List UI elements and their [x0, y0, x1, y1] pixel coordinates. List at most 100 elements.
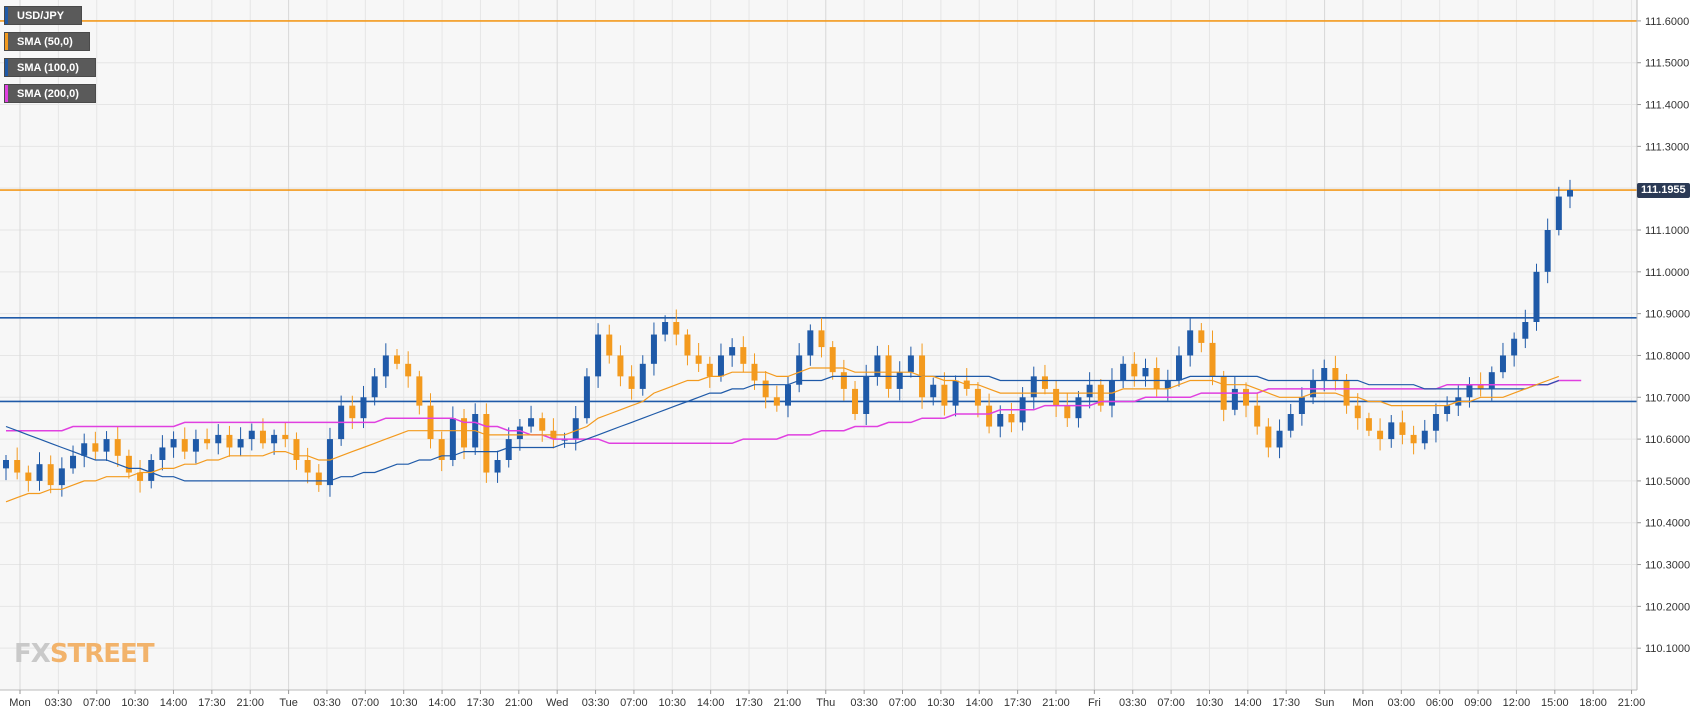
- bull-candle: [785, 384, 791, 406]
- fxstreet-logo: FXSTREET: [14, 639, 155, 669]
- bear-candle: [762, 380, 769, 398]
- bull-candle: [874, 355, 881, 377]
- bull-candle: [1231, 388, 1238, 410]
- bear-candle: [349, 405, 356, 419]
- x-tick-label: 09:00: [1464, 697, 1492, 709]
- bull-candle: [1142, 368, 1149, 377]
- bull-candle: [382, 355, 389, 377]
- bull-candle: [796, 355, 803, 385]
- bear-candle: [829, 347, 836, 373]
- legend-sma-200[interactable]: SMA (200,0): [4, 84, 96, 103]
- bull-candle: [449, 418, 456, 460]
- bear-candle: [427, 405, 434, 440]
- bear-candle: [181, 439, 188, 452]
- y-tick-label: 111.6000: [1645, 16, 1689, 28]
- bear-candle: [405, 363, 412, 377]
- bear-candle: [740, 347, 747, 364]
- bear-candle: [1410, 434, 1417, 444]
- bear-candle: [204, 439, 211, 444]
- bull-candle: [1567, 190, 1573, 197]
- bear-candle: [628, 376, 635, 389]
- bear-candle: [226, 434, 233, 448]
- bear-candle: [695, 355, 702, 364]
- bear-candle: [818, 330, 825, 348]
- bull-candle: [237, 439, 244, 448]
- x-tick-label: 07:00: [352, 697, 380, 709]
- x-tick-label: 07:00: [1157, 697, 1185, 709]
- bear-candle: [1354, 405, 1361, 419]
- x-tick-label: Mon: [9, 697, 30, 709]
- bull-candle: [1030, 376, 1037, 398]
- bull-candle: [1276, 430, 1283, 448]
- bull-candle: [583, 376, 590, 419]
- bull-candle: [997, 414, 1004, 427]
- legend-sma-100[interactable]: SMA (100,0): [4, 58, 96, 77]
- bull-candle: [1444, 405, 1451, 414]
- legend-label: SMA (200,0): [17, 88, 79, 100]
- bull-candle: [1120, 363, 1127, 381]
- bear-candle: [974, 388, 981, 406]
- x-tick-label: 03:30: [45, 697, 73, 709]
- x-tick-label: 06:00: [1426, 697, 1454, 709]
- bear-candle: [125, 455, 132, 473]
- x-tick-label: 03:30: [1119, 697, 1147, 709]
- bear-candle: [1131, 363, 1138, 377]
- x-tick-label: 17:30: [1272, 697, 1300, 709]
- bull-candle: [1499, 355, 1506, 373]
- bull-candle: [70, 455, 77, 469]
- bear-candle: [773, 397, 780, 406]
- y-tick-label: 110.3000: [1645, 560, 1690, 572]
- x-tick-label: 14:00: [697, 697, 725, 709]
- legend-label: SMA (50,0): [17, 36, 73, 48]
- bull-candle: [1522, 322, 1529, 339]
- legend-sma-50[interactable]: SMA (50,0): [4, 32, 90, 51]
- bull-candle: [159, 447, 166, 460]
- y-tick-label: 111.5000: [1645, 58, 1689, 70]
- bear-candle: [941, 384, 948, 406]
- y-tick-label: 110.5000: [1645, 476, 1690, 488]
- y-tick-label: 111.4000: [1645, 100, 1689, 112]
- bear-candle: [315, 472, 322, 486]
- y-tick-label: 111.1000: [1645, 225, 1689, 237]
- bull-candle: [572, 418, 579, 440]
- bear-candle: [1041, 376, 1048, 389]
- x-tick-label: Fri: [1088, 697, 1101, 709]
- horizontal-levels: [0, 20, 1637, 403]
- bull-candle: [717, 355, 724, 377]
- legend-usdjpy[interactable]: USD/JPY: [4, 6, 82, 25]
- legend-swatch-sma-100: [5, 59, 8, 76]
- legend-swatch-sma-50: [5, 33, 8, 50]
- bear-candle: [539, 418, 546, 431]
- bear-candle: [1153, 368, 1160, 389]
- bear-candle: [1254, 405, 1261, 427]
- y-tick-label: 110.8000: [1645, 350, 1690, 362]
- bear-candle: [1343, 380, 1350, 406]
- bull-candle: [58, 468, 65, 486]
- bear-candle: [1477, 384, 1484, 389]
- bear-candle: [986, 405, 993, 427]
- bear-candle: [282, 434, 289, 440]
- x-tick-label: 21:00: [505, 697, 533, 709]
- x-tick-label: 03:30: [850, 697, 878, 709]
- bear-candle: [259, 430, 266, 444]
- x-tick-label: 03:00: [1388, 697, 1416, 709]
- x-tick-label: 15:00: [1541, 697, 1569, 709]
- bear-candle: [137, 472, 144, 481]
- x-tick-label: 17:30: [1004, 697, 1032, 709]
- bull-candle: [1176, 355, 1182, 381]
- x-tick-label: 10:30: [390, 697, 418, 709]
- bear-candle: [1365, 418, 1372, 431]
- bull-candle: [930, 384, 937, 398]
- bull-candle: [952, 380, 959, 406]
- bull-candle: [1187, 330, 1194, 356]
- bear-candle: [461, 418, 468, 448]
- bull-candle: [505, 439, 512, 460]
- bull-candle: [36, 464, 43, 481]
- bear-candle: [852, 388, 859, 414]
- bull-candle: [729, 347, 736, 356]
- bull-candle: [326, 439, 333, 486]
- y-tick-label: 110.4000: [1645, 518, 1690, 530]
- bear-candle: [1064, 405, 1071, 419]
- bear-candle: [1377, 430, 1384, 440]
